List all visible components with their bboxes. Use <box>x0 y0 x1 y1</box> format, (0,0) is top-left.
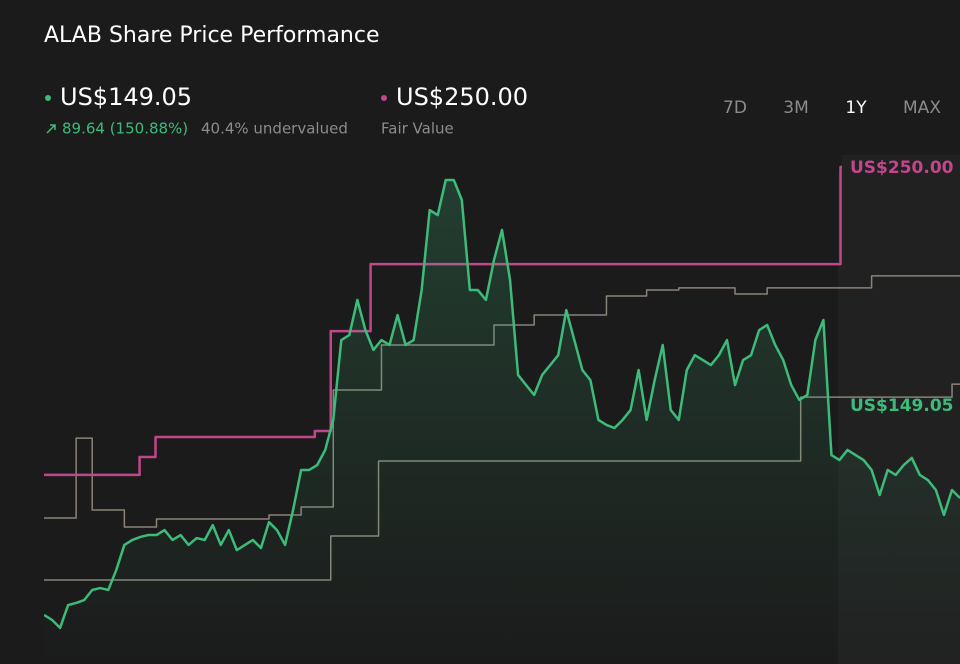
price-end-label: US$149.05 <box>850 396 953 416</box>
period-button[interactable]: 3M <box>783 98 808 118</box>
title: ALAB Share Price Performance <box>44 23 380 48</box>
fair-value-end-label: US$250.00 <box>850 158 954 178</box>
price-area <box>44 179 960 664</box>
period-button[interactable]: MAX <box>903 98 941 118</box>
valuation: 40.4% undervalued <box>201 120 348 138</box>
fair-value-dot <box>381 95 387 101</box>
period-button[interactable]: 7D <box>723 98 747 118</box>
up-arrow <box>46 124 56 134</box>
fair-value: US$250.00 <box>396 83 528 111</box>
price-change: 89.64 (150.88%) <box>62 120 188 138</box>
period-selector: 7D 3M 1Y MAX <box>723 98 941 118</box>
period-button[interactable]: 1Y <box>845 98 867 118</box>
current-price: US$149.05 <box>60 83 192 111</box>
step-line <box>44 165 960 477</box>
price-dot <box>45 95 51 101</box>
fair-value-label: Fair Value <box>381 120 454 138</box>
plot <box>44 165 960 664</box>
price-line <box>44 178 960 630</box>
fair-label-bg <box>842 155 960 179</box>
